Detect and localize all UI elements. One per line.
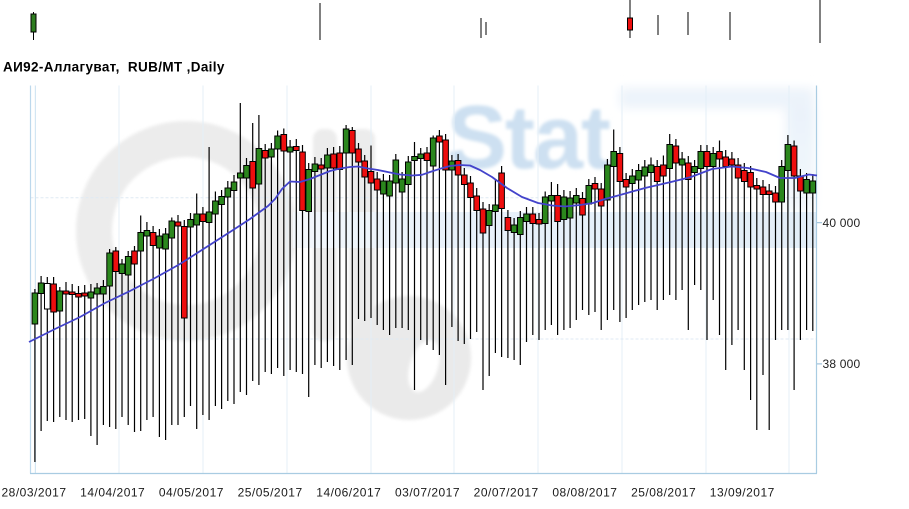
svg-text:АИ92-Аллагуват, RUB/MT ,Daily: АИ92-Аллагуват, RUB/MT ,Daily [3, 60, 225, 75]
svg-text:04/05/2017: 04/05/2017 [159, 486, 224, 500]
svg-text:38 000: 38 000 [823, 357, 861, 371]
svg-text:13/09/2017: 13/09/2017 [710, 486, 775, 500]
svg-text:25/05/2017: 25/05/2017 [238, 486, 303, 500]
svg-text:28/03/2017: 28/03/2017 [1, 486, 66, 500]
svg-text:03/07/2017: 03/07/2017 [395, 486, 460, 500]
svg-text:14/06/2017: 14/06/2017 [316, 486, 381, 500]
svg-text:08/08/2017: 08/08/2017 [552, 486, 617, 500]
svg-text:20/07/2017: 20/07/2017 [474, 486, 539, 500]
svg-text:Stat: Stat [447, 88, 610, 188]
svg-text:40 000: 40 000 [823, 216, 861, 230]
svg-text:14/04/2017: 14/04/2017 [80, 486, 145, 500]
svg-text:25/08/2017: 25/08/2017 [631, 486, 696, 500]
